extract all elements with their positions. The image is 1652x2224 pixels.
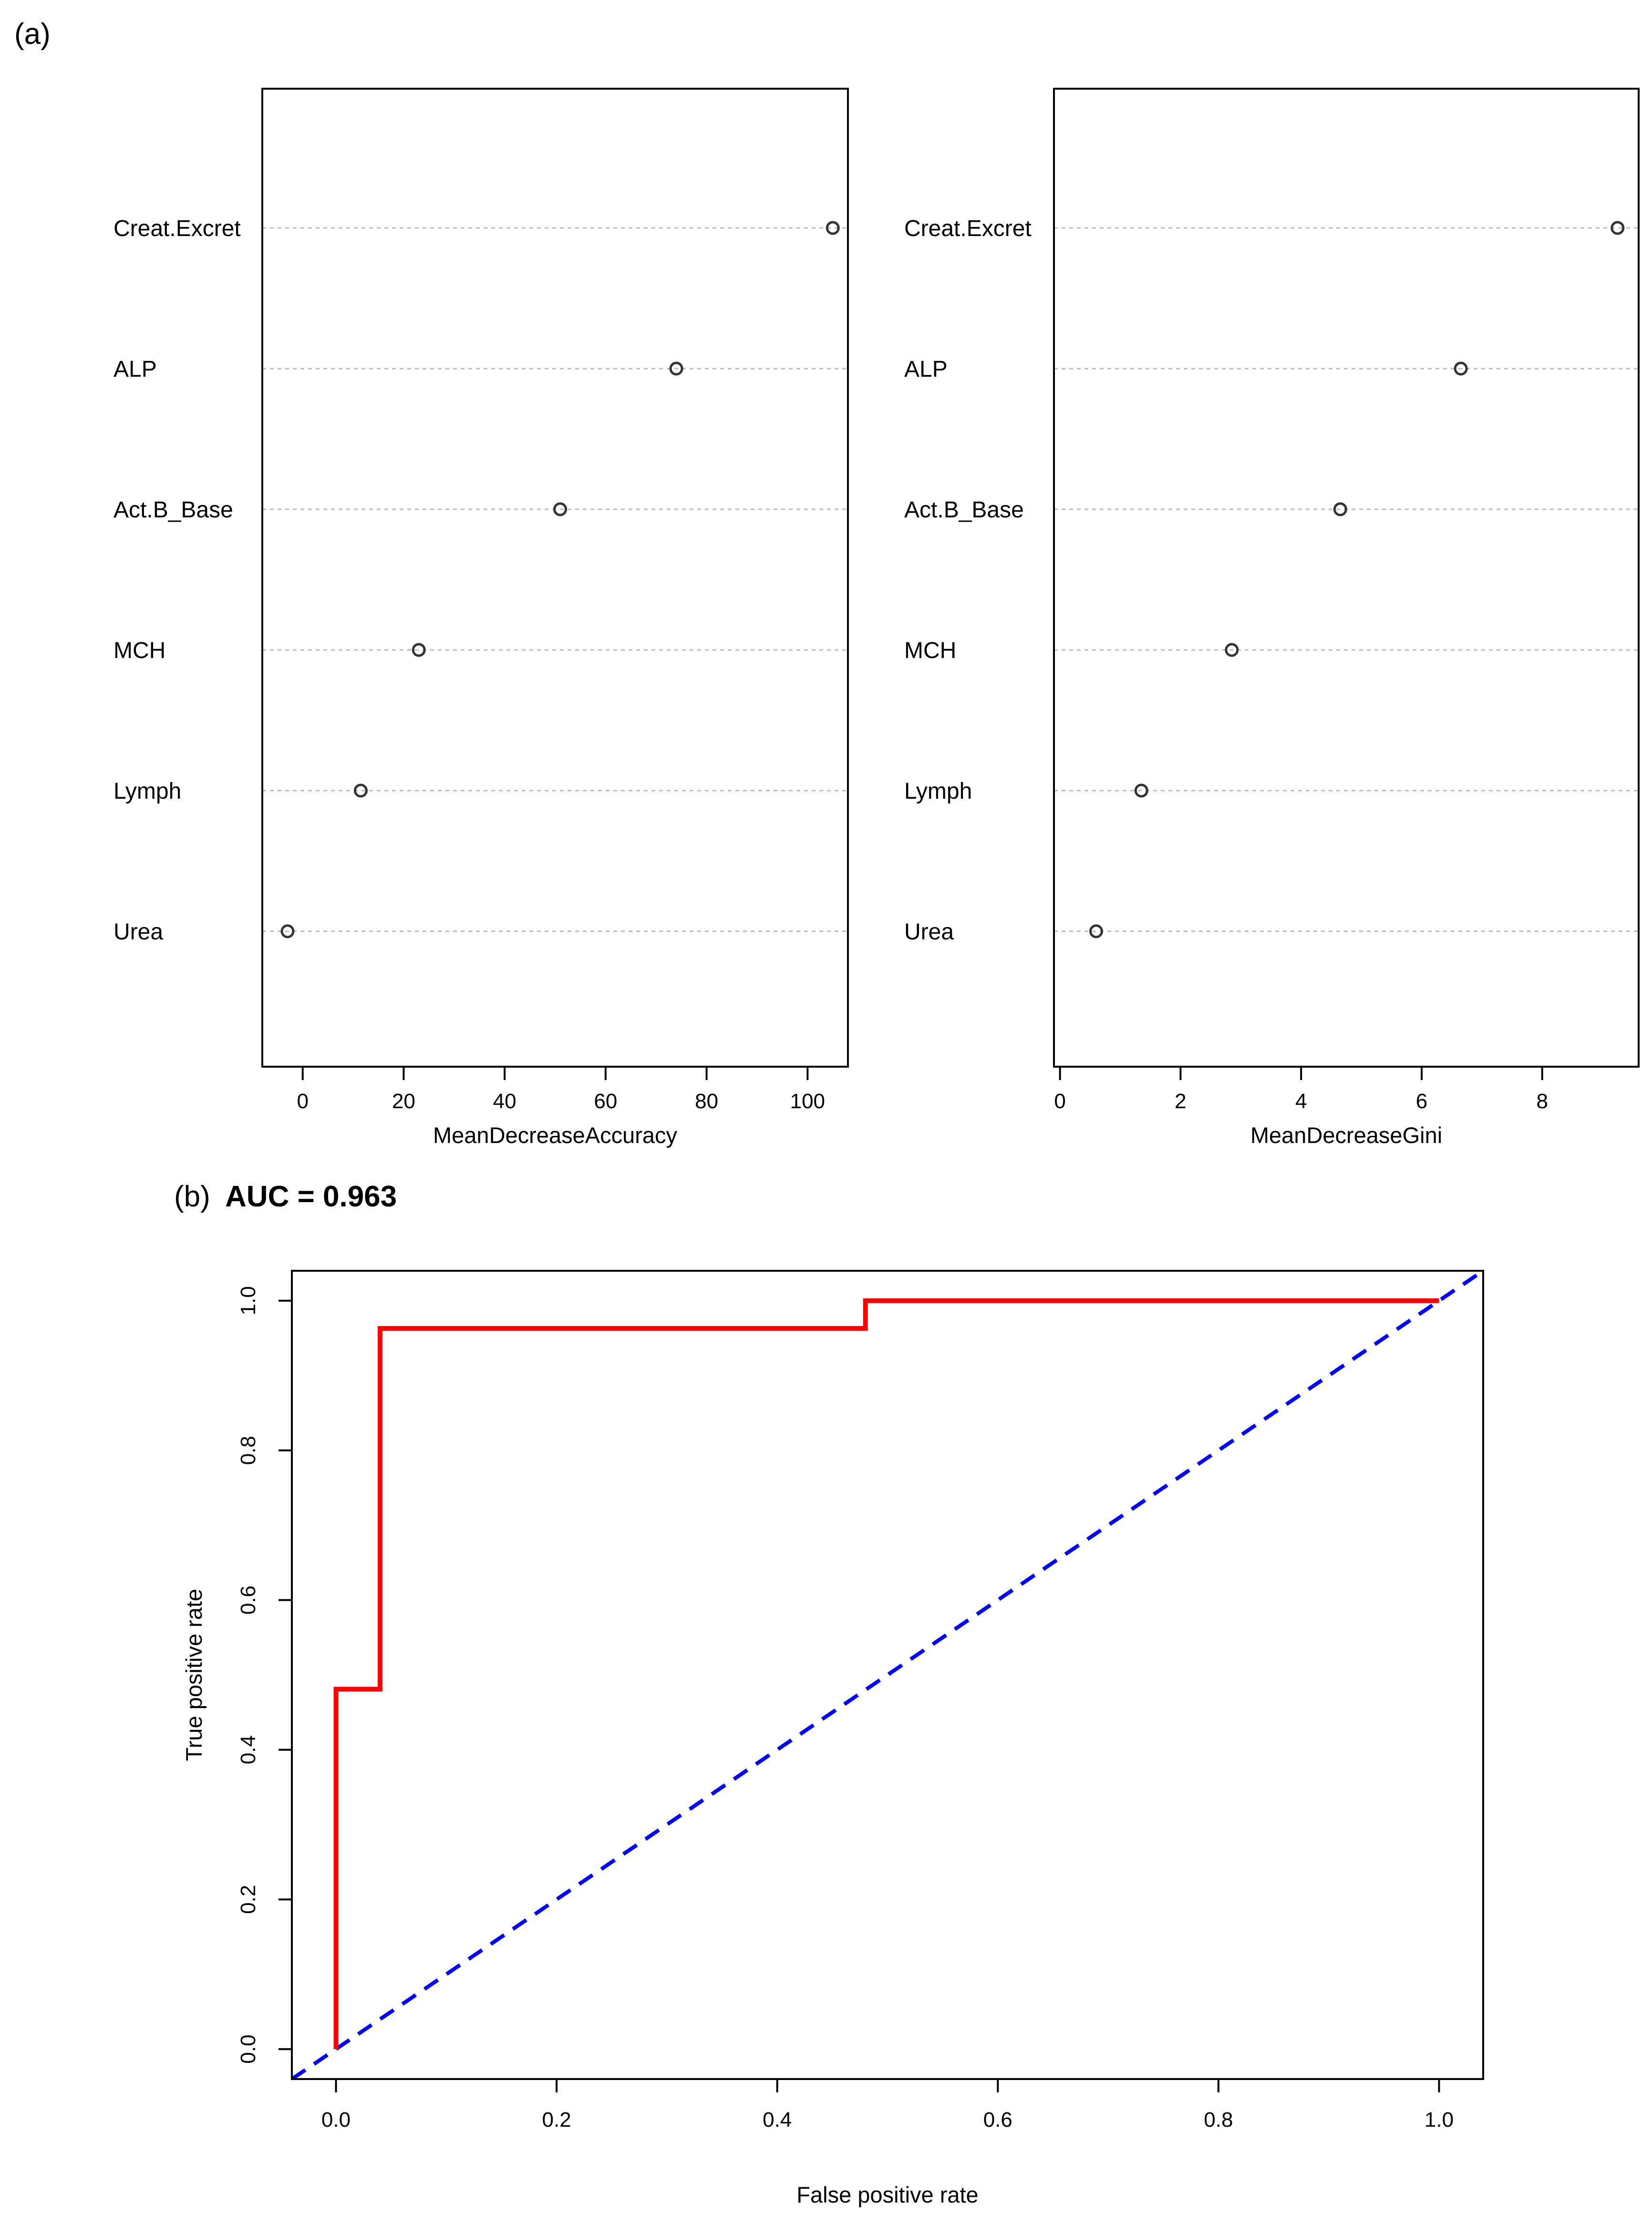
gini-category-label: Urea [904, 919, 954, 945]
gini-point [1225, 643, 1239, 657]
roc-x-tick-label: 0.8 [1204, 2108, 1233, 2131]
roc-curve-line [333, 1298, 1439, 2049]
roc-x-tick-label: 0.4 [763, 2108, 792, 2131]
accuracy-x-tick-label: 0 [297, 1090, 308, 1113]
roc-y-tick-label: 0.8 [237, 1436, 260, 1465]
gini-category-label: Creat.Excret [904, 216, 1032, 241]
accuracy-category-label: Lymph [114, 779, 181, 804]
roc-y-axis-label: True positive rate [181, 1589, 206, 1761]
accuracy-category-label: Urea [114, 919, 163, 945]
gini-point [1089, 924, 1103, 938]
gini-x-tick-label: 6 [1416, 1090, 1427, 1113]
gini-category-label: MCH [904, 638, 956, 663]
accuracy-category-label: Creat.Excret [114, 216, 241, 241]
accuracy-point [826, 221, 840, 235]
roc-y-tick-label: 0.6 [237, 1586, 260, 1615]
roc-x-tick-label: 0.6 [983, 2108, 1012, 2131]
gini-x-tick-label: 8 [1537, 1090, 1548, 1113]
gini-point [1611, 221, 1625, 235]
gini-point [1134, 783, 1148, 798]
gini-category-label: Act.B_Base [904, 497, 1024, 523]
roc-x-axis-label: False positive rate [796, 2182, 978, 2207]
roc-y-tick-label: 1.0 [237, 1286, 260, 1315]
accuracy-x-tick-label: 100 [790, 1090, 825, 1113]
accuracy-point [412, 643, 426, 657]
roc-y-tick-label: 0.0 [237, 2035, 260, 2064]
roc-x-tick-label: 0.0 [321, 2108, 351, 2131]
accuracy-x-axis-label: MeanDecreaseAccuracy [433, 1122, 677, 1148]
gini-plot-frame [1053, 88, 1640, 1068]
accuracy-x-tick-label: 80 [695, 1090, 718, 1113]
panel-b-title: AUC = 0.963 [225, 1180, 397, 1213]
panel-b-tag: (b) [174, 1180, 210, 1213]
gini-x-axis-label: MeanDecreaseGini [1250, 1122, 1442, 1148]
accuracy-plot-frame [261, 88, 849, 1068]
panel-b-label: (b) AUC = 0.963 [174, 1180, 397, 1213]
gini-x-tick-label: 0 [1054, 1090, 1065, 1113]
roc-x-tick-label: 0.2 [542, 2108, 571, 2131]
accuracy-category-label: MCH [114, 638, 165, 663]
gini-point [1454, 361, 1468, 376]
roc-x-tick-label: 1.0 [1425, 2108, 1454, 2131]
accuracy-x-tick-label: 40 [493, 1090, 516, 1113]
roc-curve-plot: 0.0 0.2 0.4 0.6 0.8 1.0 0.0 0.2 0.4 0.6 0.8 1.0 Fals… [181, 1270, 1484, 2207]
gini-point [1333, 502, 1347, 516]
gini-category-label: ALP [904, 357, 948, 382]
importance-accuracy-plot: Creat.Excret ALP Act.B_Base MCH Lymph Urea 0 20… [114, 88, 849, 1148]
accuracy-category-label: Act.B_Base [114, 497, 233, 523]
accuracy-category-label: ALP [114, 357, 157, 382]
accuracy-point [353, 783, 368, 798]
accuracy-x-tick-label: 20 [392, 1090, 415, 1113]
accuracy-point [280, 924, 295, 938]
roc-y-tick-label: 0.4 [237, 1735, 260, 1764]
accuracy-x-tick-label: 60 [594, 1090, 617, 1113]
accuracy-point [553, 502, 568, 516]
panel-a-label: (a) [14, 18, 51, 51]
gini-x-tick-label: 2 [1175, 1090, 1186, 1113]
gini-x-tick-label: 4 [1295, 1090, 1307, 1113]
importance-gini-plot: Creat.Excret ALP Act.B_Base MCH Lymph Urea 0 2 4… [904, 88, 1640, 1148]
roc-y-tick-label: 0.2 [237, 1885, 260, 1914]
accuracy-point [669, 361, 683, 376]
roc-chance-line [292, 1271, 1483, 2079]
gini-category-label: Lymph [904, 779, 972, 804]
